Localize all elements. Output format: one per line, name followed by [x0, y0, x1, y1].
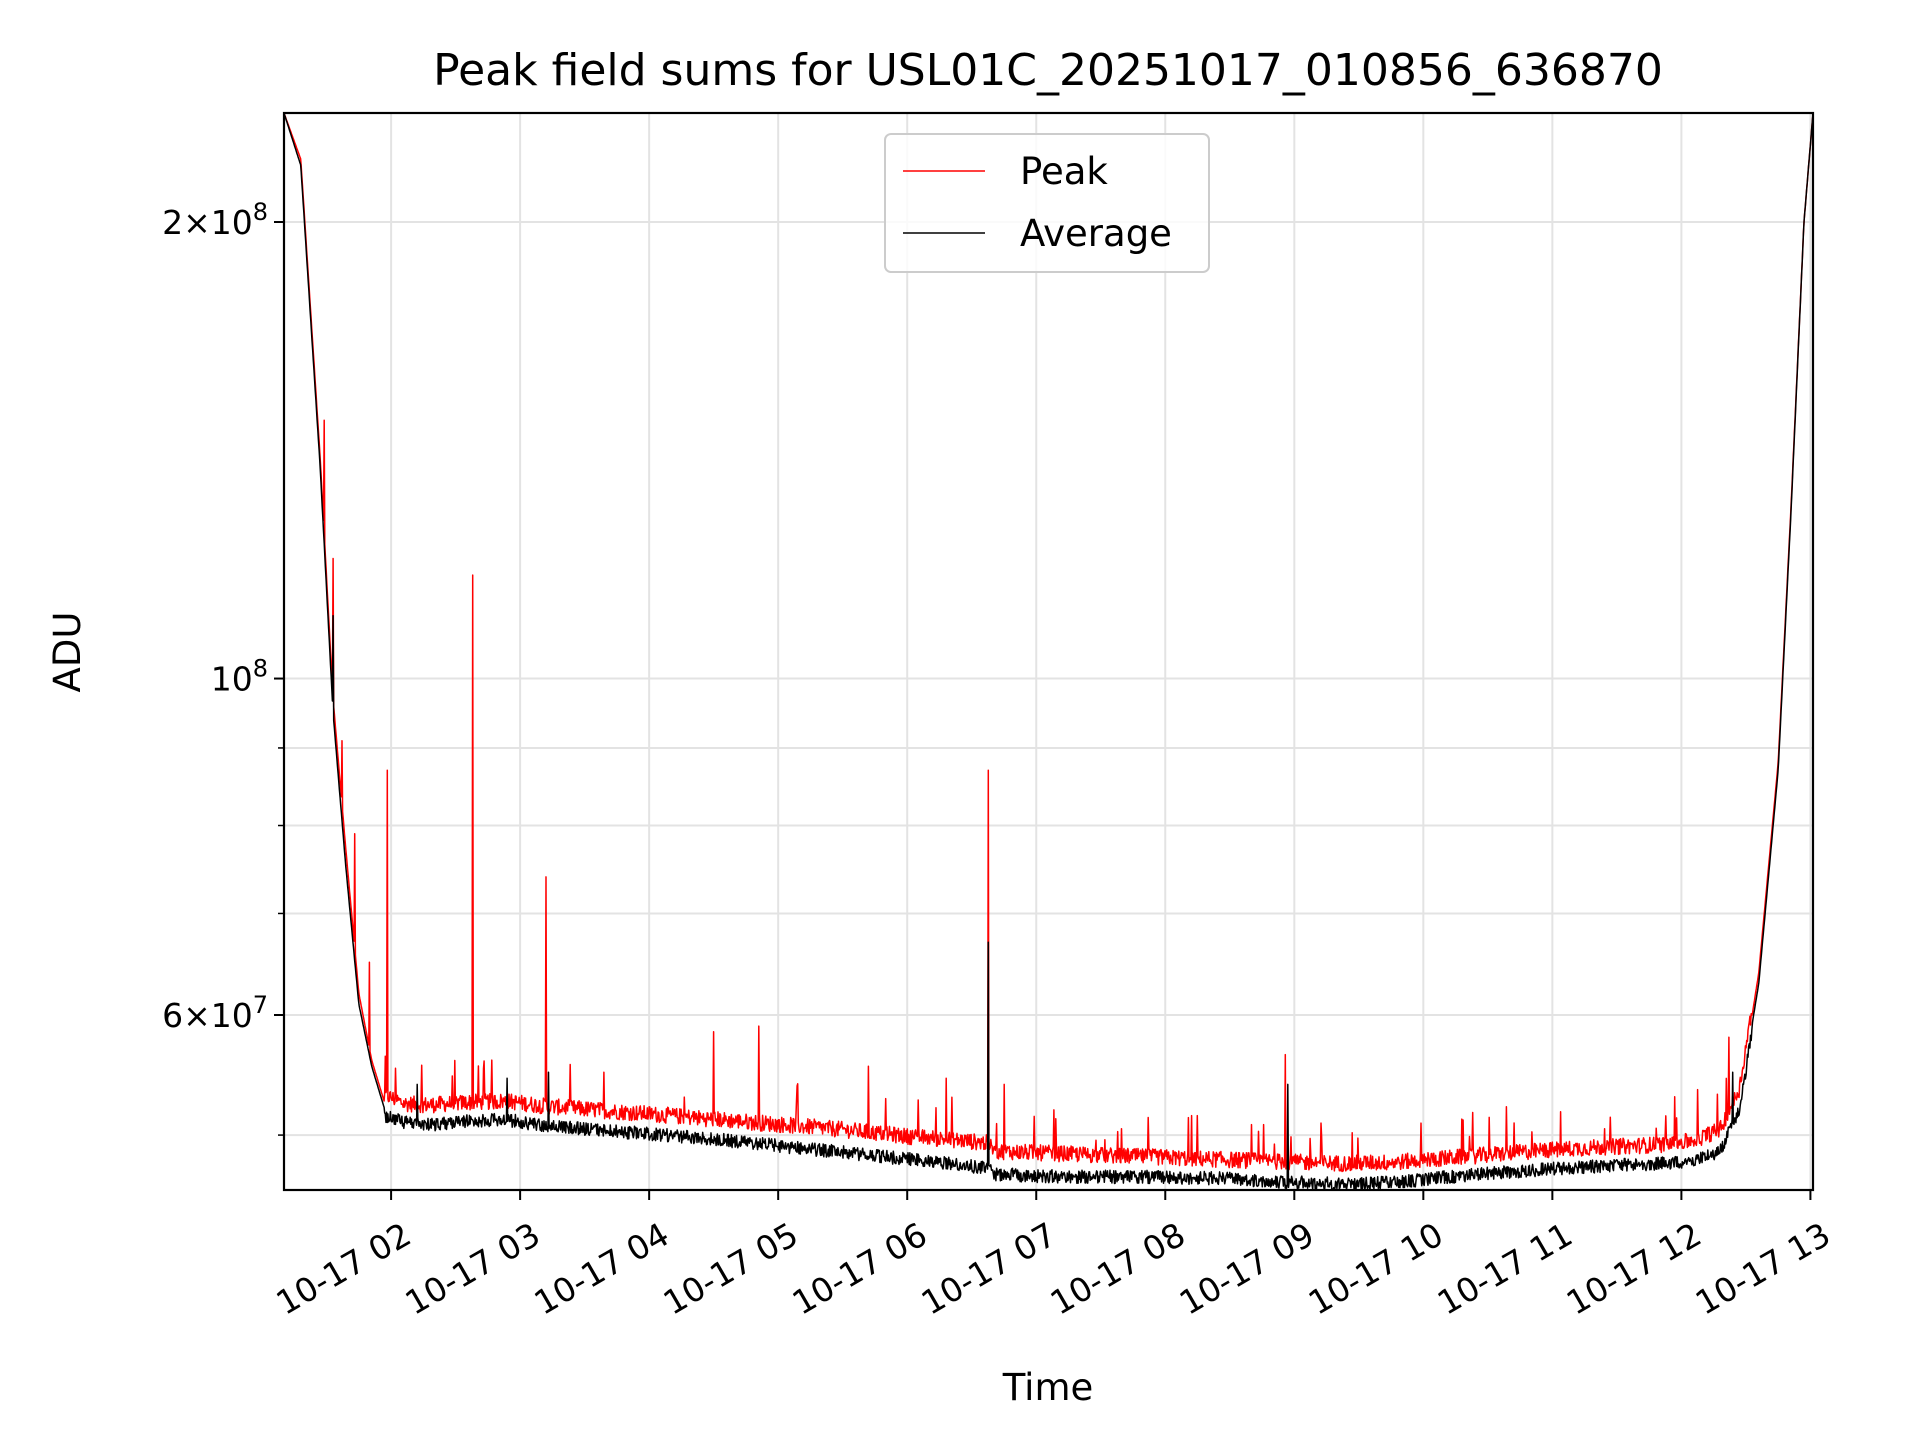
series-line-peak [283, 112, 1814, 1173]
series-line-average [283, 112, 1814, 1191]
series-layer [283, 112, 1814, 1191]
y-tick-label: 108 [211, 655, 268, 699]
y-tick-label: 6×107 [162, 991, 268, 1035]
legend-label-peak: Peak [1020, 150, 1108, 193]
x-axis-label: Time [1002, 1366, 1094, 1409]
plot-frame [282, 111, 1815, 1192]
y-axis-label: ADU [46, 612, 89, 693]
legend-label-average: Average [1020, 212, 1172, 255]
y-tick-label: 2×108 [162, 198, 268, 242]
chart-title: Peak field sums for USL01C_20251017_0108… [433, 45, 1663, 96]
legend-box [884, 133, 1210, 273]
legend: Peak Average [884, 133, 1210, 273]
